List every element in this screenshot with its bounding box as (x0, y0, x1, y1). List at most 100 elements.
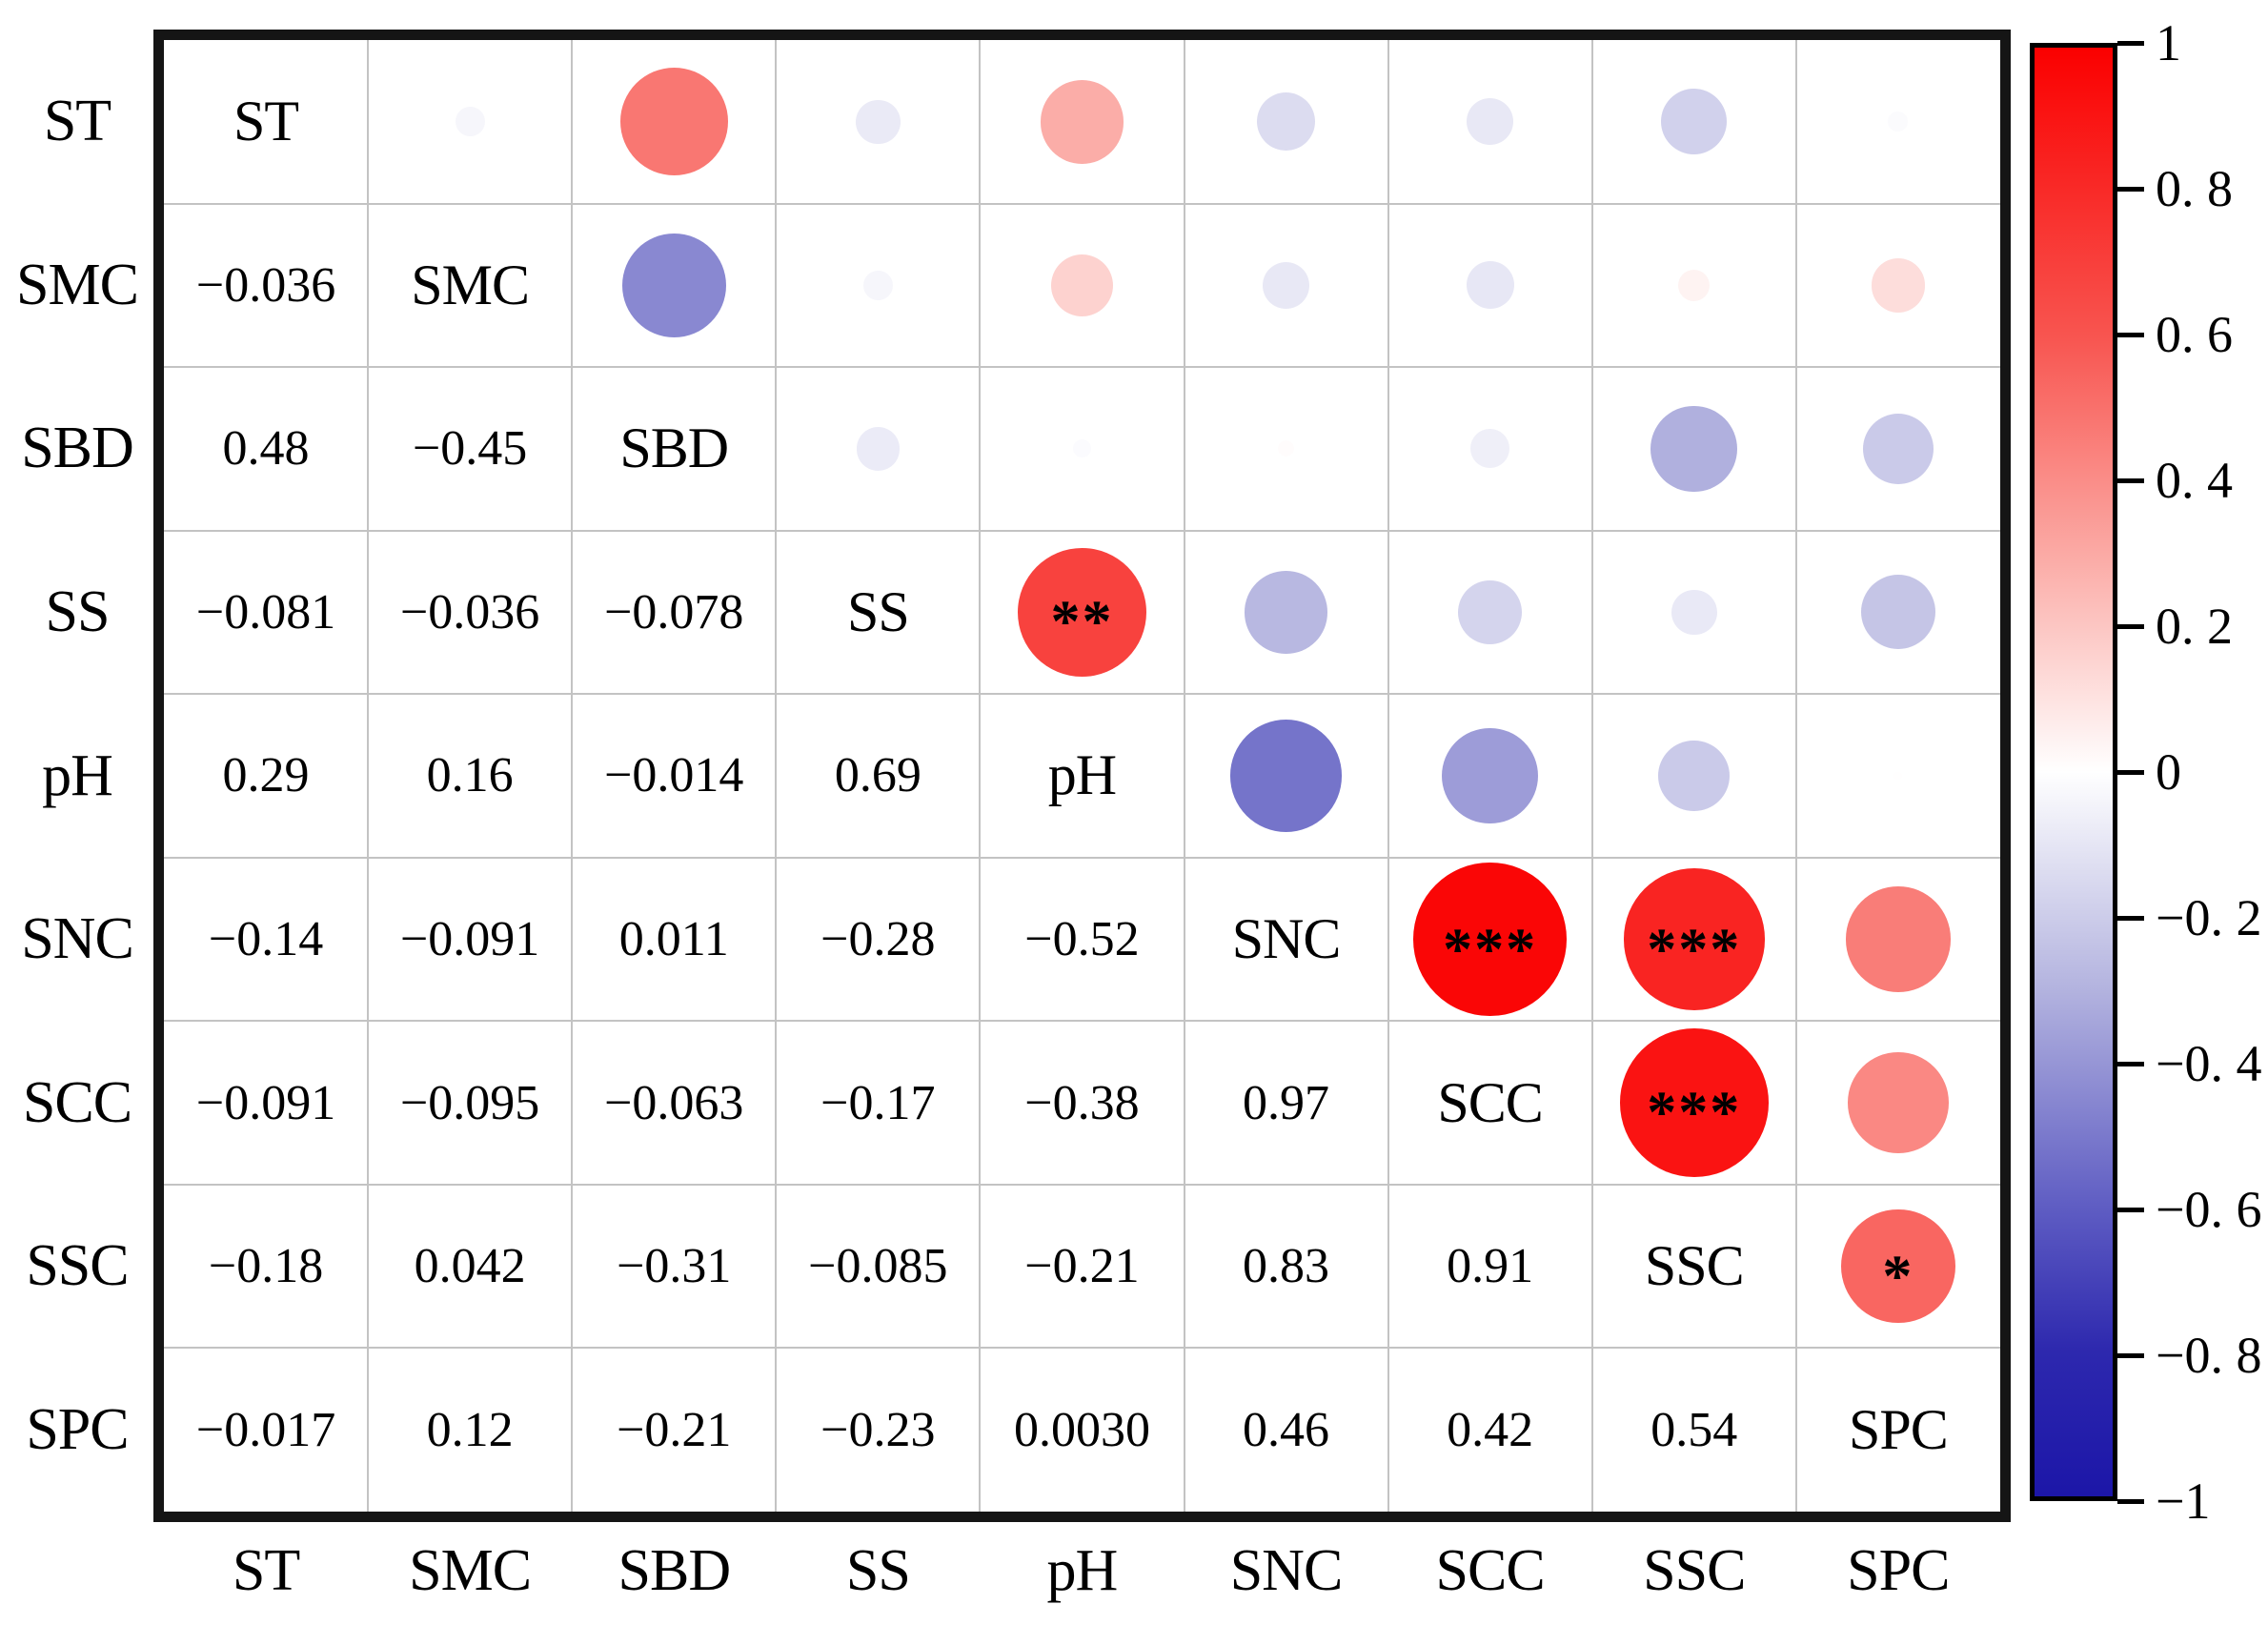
colorbar-tick-mark (2117, 40, 2144, 46)
corr-circle-SBD-SS (856, 427, 901, 471)
corr-circle-SNC-SPC (1845, 886, 1952, 992)
corr-value-SSC-ST: −0.18 (208, 1239, 324, 1294)
corr-value-SSC-SCC: 0.91 (1447, 1239, 1534, 1294)
colorbar-tick-mark (2117, 1498, 2144, 1504)
diagonal-label-SMC: SMC (411, 253, 530, 316)
diagonal-label-pH: pH (1047, 743, 1117, 807)
diagonal-label-SBD: SBD (619, 416, 729, 480)
corr-circle-ST-SS (856, 99, 901, 144)
column-label-ST: ST (232, 1537, 300, 1603)
corr-value-SCC-SNC: 0.97 (1243, 1075, 1330, 1130)
gridline-vertical (367, 40, 370, 1512)
column-label-SNC: SNC (1229, 1537, 1344, 1603)
corr-value-SPC-ST: −0.017 (195, 1402, 336, 1457)
diagonal-label-SCC: SCC (1437, 1070, 1543, 1134)
corr-circle-SMC-SS (862, 270, 893, 300)
colorbar-tick-label: −0. 8 (2156, 1327, 2262, 1384)
gridline-vertical (775, 40, 778, 1512)
row-label-SMC: SMC (16, 252, 139, 317)
corr-circle-SS-SNC (1245, 571, 1327, 654)
gridline-horizontal (164, 1020, 2000, 1023)
corr-circle-pH-SCC (1442, 727, 1538, 824)
corr-value-SBD-SMC: −0.45 (412, 421, 528, 477)
corr-value-pH-SMC: 0.16 (426, 748, 514, 803)
row-label-pH: pH (42, 742, 113, 808)
colorbar-tick-mark (2117, 477, 2144, 483)
column-label-SBD: SBD (618, 1537, 731, 1603)
corr-circle-SBD-SSC (1650, 405, 1738, 493)
colorbar-tick-label: −0. 4 (2156, 1035, 2262, 1092)
column-label-SPC: SPC (1847, 1537, 1950, 1603)
corr-value-SS-ST: −0.081 (195, 584, 336, 640)
gridline-horizontal (164, 529, 2000, 532)
column-label-SSC: SSC (1643, 1537, 1746, 1603)
corr-value-SNC-SS: −0.28 (820, 912, 936, 967)
corr-value-SMC-ST: −0.036 (195, 257, 336, 313)
colorbar-tick-label: 0 (2156, 743, 2181, 801)
significance-stars: * (1882, 1244, 1914, 1310)
corr-circle-SMC-SCC (1466, 261, 1514, 310)
colorbar-tick-mark (2117, 769, 2144, 775)
corr-circle-SBD-pH (1072, 439, 1092, 458)
gridline-horizontal (164, 1183, 2000, 1186)
corr-value-SPC-SMC: 0.12 (426, 1402, 514, 1457)
corr-value-SNC-ST: −0.14 (208, 912, 324, 967)
corr-circle-ST-SMC (455, 107, 485, 137)
corr-value-SNC-SBD: 0.011 (618, 912, 729, 967)
corr-value-SPC-pH: 0.0030 (1013, 1402, 1150, 1457)
corr-circle-ST-SSC (1661, 89, 1728, 155)
colorbar-tick-label: −0. 6 (2156, 1181, 2262, 1238)
corr-circle-SBD-SCC (1470, 429, 1510, 469)
corr-value-SSC-SS: −0.085 (808, 1239, 948, 1294)
corr-circle-ST-SCC (1467, 98, 1514, 146)
corr-value-SCC-SBD: −0.063 (604, 1075, 744, 1130)
colorbar-tick-mark (2117, 1061, 2144, 1066)
corr-value-SSC-SNC: 0.83 (1243, 1239, 1330, 1294)
corr-circle-SS-SCC (1458, 579, 1523, 644)
corr-circle-SMC-pH (1050, 254, 1113, 316)
colorbar-tick-label: 0. 6 (2156, 306, 2233, 363)
corr-circle-SMC-SNC (1263, 261, 1310, 309)
corr-value-SSC-SBD: −0.31 (617, 1239, 732, 1294)
colorbar-tick-mark (2117, 1207, 2144, 1212)
colorbar-tick-mark (2117, 1352, 2144, 1358)
corr-circle-SNC-SCC: *** (1413, 863, 1567, 1016)
row-label-ST: ST (43, 89, 111, 154)
corr-circle-pH-SPC (1893, 771, 1903, 781)
corr-value-SCC-SMC: −0.095 (399, 1075, 540, 1130)
row-label-SS: SS (45, 579, 111, 644)
diagonal-label-SNC: SNC (1231, 907, 1342, 971)
corr-value-SBD-ST: 0.48 (222, 421, 310, 477)
corr-circle-ST-pH (1040, 79, 1124, 164)
corr-value-SNC-SMC: −0.091 (399, 912, 540, 967)
column-label-SCC: SCC (1435, 1537, 1545, 1603)
corr-circle-ST-SBD (619, 68, 728, 176)
colorbar-tick-label: −0. 2 (2156, 889, 2262, 946)
diagonal-label-SS: SS (846, 579, 910, 643)
gridline-horizontal (164, 856, 2000, 859)
column-label-SMC: SMC (409, 1537, 532, 1603)
corr-value-SPC-SCC: 0.42 (1447, 1402, 1534, 1457)
corr-value-SS-SBD: −0.078 (604, 584, 744, 640)
gridline-horizontal (164, 693, 2000, 696)
gridline-vertical (1183, 40, 1185, 1512)
gridline-horizontal (164, 1347, 2000, 1350)
significance-stars: ** (1050, 589, 1114, 655)
corr-circle-SNC-SSC: *** (1623, 868, 1765, 1010)
corr-circle-SS-SSC (1671, 589, 1717, 636)
diagonal-label-SSC: SSC (1644, 1234, 1745, 1298)
corr-circle-pH-SNC (1229, 720, 1343, 832)
colorbar-tick-label: 0. 2 (2156, 598, 2233, 655)
corr-value-SCC-ST: −0.091 (195, 1075, 336, 1130)
corr-value-SPC-SS: −0.23 (820, 1402, 936, 1457)
row-label-SBD: SBD (21, 416, 134, 481)
corr-value-SSC-SMC: 0.042 (414, 1239, 526, 1294)
corr-circle-SBD-SNC (1278, 440, 1295, 457)
colorbar-tick-label: 0. 8 (2156, 160, 2233, 217)
colorbar-tick-label: 1 (2156, 14, 2181, 71)
corr-value-SPC-SNC: 0.46 (1243, 1402, 1330, 1457)
row-label-SNC: SNC (21, 906, 134, 971)
colorbar-tick-label: −1 (2156, 1473, 2211, 1530)
corr-value-pH-SBD: −0.014 (604, 748, 744, 803)
corr-value-SNC-pH: −0.52 (1024, 912, 1140, 967)
